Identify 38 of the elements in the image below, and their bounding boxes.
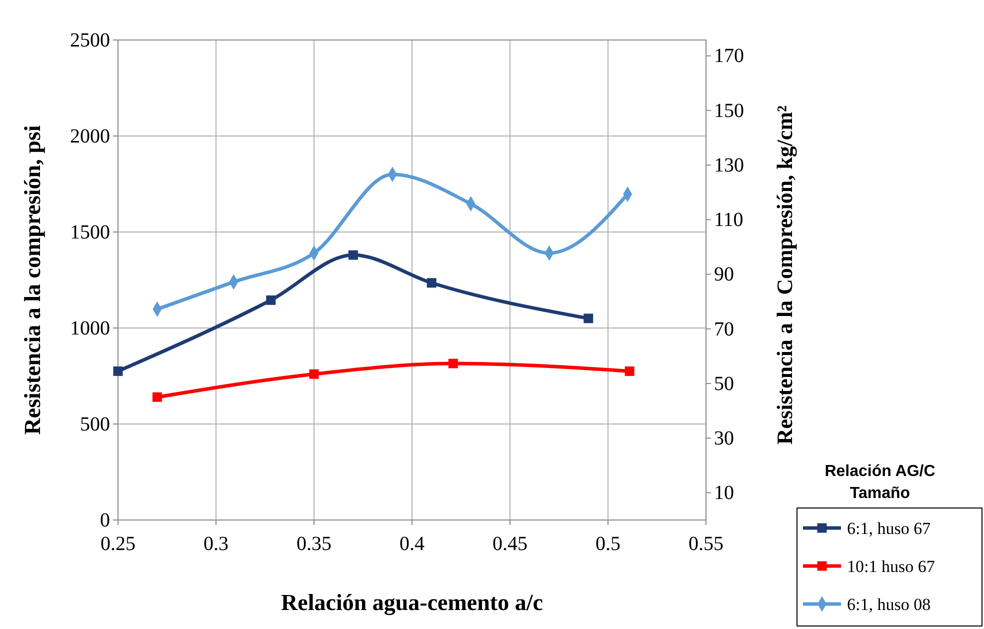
point — [348, 250, 358, 260]
x-tick-label: 0.55 — [688, 533, 724, 555]
y2-tick-label: 150 — [714, 100, 744, 122]
x-axis-title: Relación agua-cemento a/c — [281, 590, 543, 616]
legend-label: 10:1 huso 67 — [847, 557, 936, 576]
y2-axis-title: Resistencia a la Compresión, kg/cm² — [772, 104, 797, 445]
point — [426, 278, 436, 288]
point — [113, 366, 123, 376]
x-tick-label: 0.35 — [296, 533, 332, 555]
y2-tick-label: 50 — [714, 372, 734, 395]
point — [266, 295, 276, 305]
x-tick-label: 0.5 — [596, 533, 620, 555]
y2-tick-label: 110 — [714, 209, 744, 232]
y-tick-label: 0 — [100, 509, 110, 532]
legend-label: 6:1, huso 67 — [847, 519, 932, 538]
x-tick-label: 0.4 — [400, 533, 424, 555]
y-axis-title: Resistencia a la compresión, psi — [20, 124, 45, 435]
x-tick-label: 0.25 — [100, 533, 136, 555]
y2-tick-label: 170 — [714, 45, 744, 68]
y2-tick-label: 130 — [714, 154, 744, 176]
y-tick-label: 1000 — [70, 317, 110, 340]
legend-title: Relación AG/C Tamaño — [824, 463, 936, 502]
point — [152, 392, 162, 402]
legend-label: 6:1, huso 08 — [847, 595, 931, 614]
y2-tick-label: 70 — [714, 318, 734, 340]
y2-tick-label: 10 — [714, 482, 734, 504]
x-tick-label: 0.45 — [492, 533, 528, 555]
y2-tick-label: 30 — [714, 427, 734, 450]
point — [584, 314, 594, 324]
point — [624, 366, 634, 376]
y-tick-label: 1500 — [70, 221, 110, 244]
point — [448, 358, 458, 368]
x-tick-label: 0.3 — [204, 533, 228, 555]
y-tick-label: 2000 — [70, 125, 110, 148]
point — [309, 369, 319, 379]
y2-tick-label: 90 — [714, 264, 734, 286]
y-tick-label: 2500 — [70, 29, 110, 52]
y-tick-label: 500 — [80, 413, 110, 436]
